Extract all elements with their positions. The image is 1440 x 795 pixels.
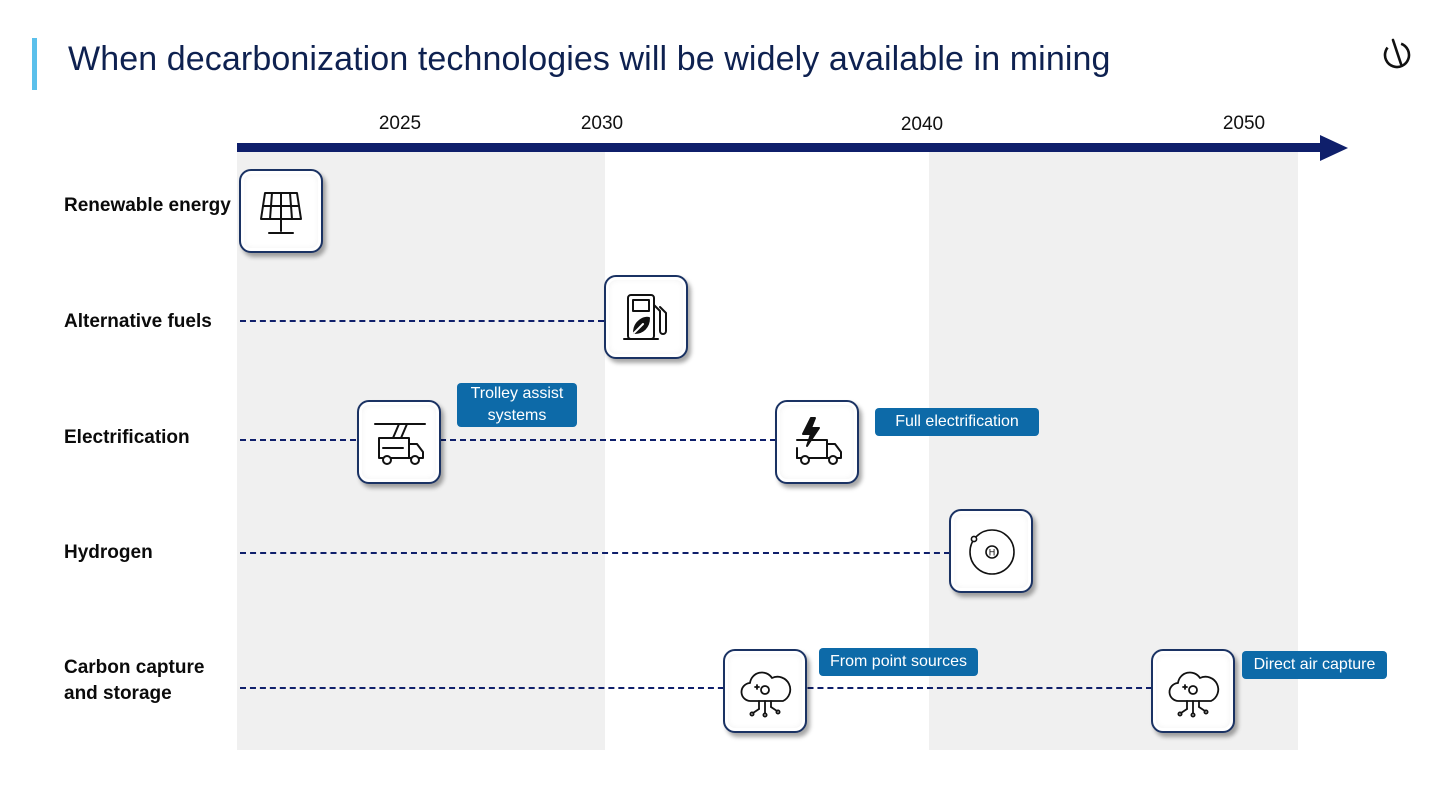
- dash-carbon-capture: [240, 687, 1152, 689]
- callout-full-electrification: Full electrification: [875, 408, 1039, 436]
- row-label-hydrogen: Hydrogen: [64, 542, 153, 563]
- year-label-2050: 2050: [1222, 113, 1266, 134]
- year-label-2025: 2025: [378, 113, 422, 134]
- row-label-carbon-capture-line2: and storage: [64, 683, 172, 704]
- callout-trolley-line1: Trolley assist: [470, 385, 564, 402]
- year-label-2030: 2030: [580, 113, 624, 134]
- callout-direct-air-capture: Direct air capture: [1242, 651, 1387, 679]
- carbon-capture-cloud-icon-direct-air: [1151, 649, 1235, 733]
- carbon-capture-cloud-icon-point-sources: [723, 649, 807, 733]
- row-label-carbon-capture-line1: Carbon capture: [64, 657, 205, 678]
- year-label-2040: 2040: [900, 114, 944, 135]
- callout-point-sources: From point sources: [819, 648, 978, 676]
- electric-truck-icon: [775, 400, 859, 484]
- period-band-2040s: [929, 152, 1298, 750]
- dash-alternative-fuels: [240, 320, 604, 322]
- page-title: When decarbonization technologies will b…: [68, 40, 1111, 78]
- title-accent-bar: [32, 38, 37, 90]
- callout-trolley-line2: systems: [487, 407, 547, 424]
- trolley-truck-icon: [357, 400, 441, 484]
- dash-hydrogen: [240, 552, 950, 554]
- row-label-carbon-capture: Carbon capture and storage: [64, 655, 204, 707]
- fuel-pump-leaf-icon: [604, 275, 688, 359]
- hydrogen-atom-icon: H: [949, 509, 1033, 593]
- row-label-electrification: Electrification: [64, 427, 190, 448]
- callout-trolley-assist: Trolley assist systems: [457, 383, 577, 427]
- row-label-alternative-fuels: Alternative fuels: [64, 311, 212, 332]
- svg-text:H: H: [989, 549, 996, 559]
- solar-panel-icon: [239, 169, 323, 253]
- timeline-arrow-head: [1320, 135, 1348, 161]
- timeline-axis: [237, 143, 1327, 152]
- dash-electrification: [240, 439, 776, 441]
- brand-logo-icon: [1380, 36, 1414, 70]
- row-label-renewable-energy: Renewable energy: [64, 195, 231, 216]
